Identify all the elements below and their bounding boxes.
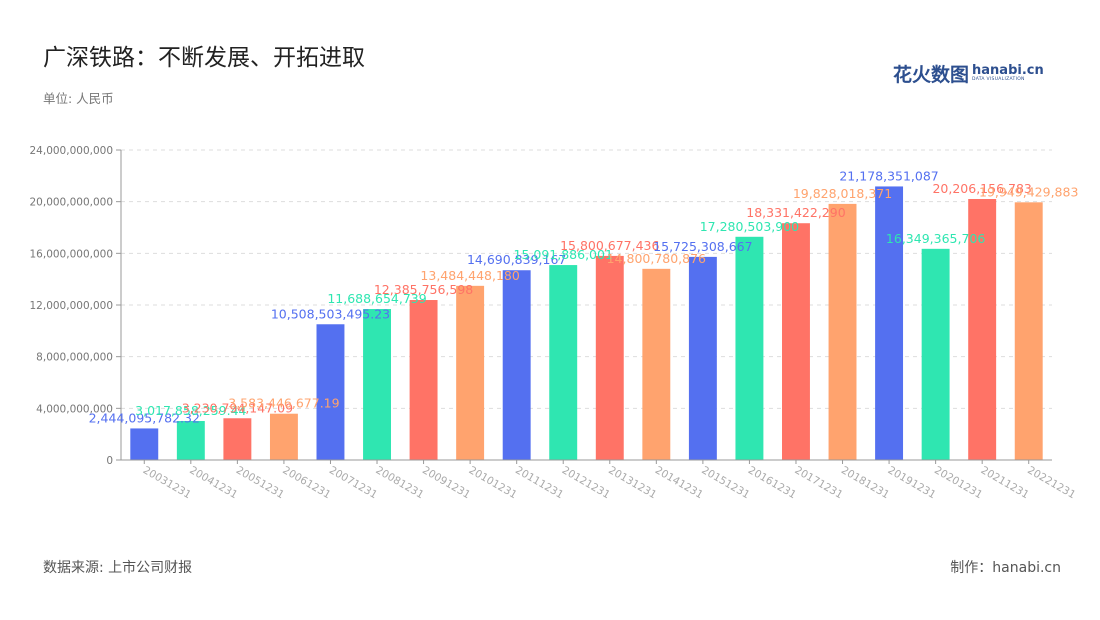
brand-logo: 花火数图 hanabi.cn DATA VISUALIZATION	[893, 58, 1044, 88]
x-tick-label: 20221231	[1025, 464, 1077, 501]
x-axis: 2003123120041231200512312006123120071231…	[121, 459, 1078, 501]
y-axis: 0 4,000,000,000 8,000,000,000 12,000,000,00…	[30, 145, 122, 467]
x-tick-label: 20211231	[979, 464, 1031, 501]
chart-title: 广深铁路：不断发展、开拓进取	[43, 45, 365, 71]
x-tick-label: 20081231	[374, 464, 426, 501]
x-tick-label: 20141231	[653, 464, 705, 501]
bar-value-label: 14,800,780,876	[607, 251, 706, 266]
x-tick-label: 20041231	[187, 464, 239, 501]
x-tick-label: 20071231	[327, 464, 379, 501]
bar[interactable]	[456, 285, 485, 460]
bar[interactable]	[1014, 202, 1043, 460]
bar[interactable]	[269, 413, 298, 460]
bar[interactable]	[363, 309, 391, 460]
bar-value-label: 19,828,018,371	[793, 186, 892, 201]
bar[interactable]	[130, 428, 159, 460]
bar-value-label: 3,583,446,677.19	[228, 396, 339, 411]
unit-label: 单位: 人民币	[43, 91, 114, 106]
value-labels: 2,444,095,782.323,017,858,259.443,230,79…	[89, 168, 1079, 425]
bar[interactable]	[642, 268, 671, 460]
bar[interactable]	[549, 265, 578, 460]
bar-value-label: 15,091,886,001	[514, 247, 613, 262]
y-tick-label: 0	[106, 455, 113, 467]
bar-value-label: 10,508,503,495.23	[271, 306, 390, 321]
y-tick-label: 8,000,000,000	[36, 352, 113, 364]
bar[interactable]	[595, 255, 624, 460]
bar-value-label: 15,725,308,667	[653, 239, 752, 254]
bar[interactable]	[968, 199, 997, 460]
bar-value-label: 2,444,095,782.32	[89, 410, 200, 425]
bar-value-label: 13,484,448,180	[420, 268, 519, 283]
bar[interactable]	[828, 203, 857, 460]
x-tick-label: 20171231	[792, 464, 844, 501]
x-tick-label: 20181231	[839, 464, 891, 501]
bar[interactable]	[316, 324, 345, 460]
bar-value-label: 12,385,756,598	[374, 282, 473, 297]
y-tick-label: 12,000,000,000	[30, 300, 114, 312]
bar-value-label: 19,949,429,883	[979, 184, 1078, 199]
bar[interactable]	[688, 256, 717, 460]
y-tick-label: 16,000,000,000	[30, 248, 114, 260]
bar-value-label: 21,178,351,087	[839, 168, 938, 183]
x-tick-label: 20161231	[746, 464, 798, 501]
x-tick-label: 20201231	[932, 464, 984, 501]
x-tick-label: 20131231	[606, 464, 658, 501]
bar-value-label: 11,688,654,739	[327, 291, 426, 306]
x-tick-label: 20121231	[560, 464, 612, 501]
bar[interactable]	[735, 236, 764, 460]
y-tick-label: 20,000,000,000	[30, 197, 114, 209]
bar-value-label: 16,349,365,706	[886, 231, 985, 246]
logo-sub-text: DATA VISUALIZATION	[972, 76, 1025, 82]
grid-lines	[121, 149, 1052, 409]
bar[interactable]	[921, 248, 950, 460]
bar[interactable]	[502, 270, 531, 460]
x-tick-label: 20101231	[467, 464, 519, 501]
x-tick-label: 20061231	[280, 464, 332, 501]
bar[interactable]	[223, 418, 252, 460]
x-tick-label: 20051231	[234, 464, 286, 501]
bar-value-label: 15,800,677,436	[560, 238, 659, 253]
bar[interactable]	[409, 300, 438, 460]
bar[interactable]	[176, 421, 205, 460]
x-tick-label: 20191231	[886, 464, 938, 501]
y-tick-label: 24,000,000,000	[30, 145, 114, 157]
logo-en-text: hanabi.cn	[972, 62, 1044, 78]
logo-cn-text: 花火数图	[893, 63, 970, 86]
y-tick-label: 4,000,000,000	[36, 403, 113, 415]
x-tick-label: 20031231	[141, 464, 193, 501]
x-tick-label: 20091231	[420, 464, 472, 501]
bars	[130, 186, 1043, 461]
bar-value-label: 3,017,858,259.44	[135, 403, 246, 418]
x-tick-label: 20111231	[513, 464, 565, 501]
bar-value-label: 20,206,156,783	[932, 181, 1031, 196]
bar-value-label: 14,690,839,167	[467, 252, 566, 267]
bar-value-label: 18,331,422,290	[746, 205, 845, 220]
bar-value-label: 17,280,503,900	[700, 219, 799, 234]
bar[interactable]	[782, 223, 810, 460]
x-tick-label: 20151231	[699, 464, 751, 501]
data-source: 数据来源: 上市公司财报	[43, 560, 193, 576]
bar-value-label: 3,230,794,147.09	[182, 400, 293, 415]
credit: 制作：hanabi.cn	[950, 560, 1061, 576]
bar[interactable]	[875, 186, 904, 461]
